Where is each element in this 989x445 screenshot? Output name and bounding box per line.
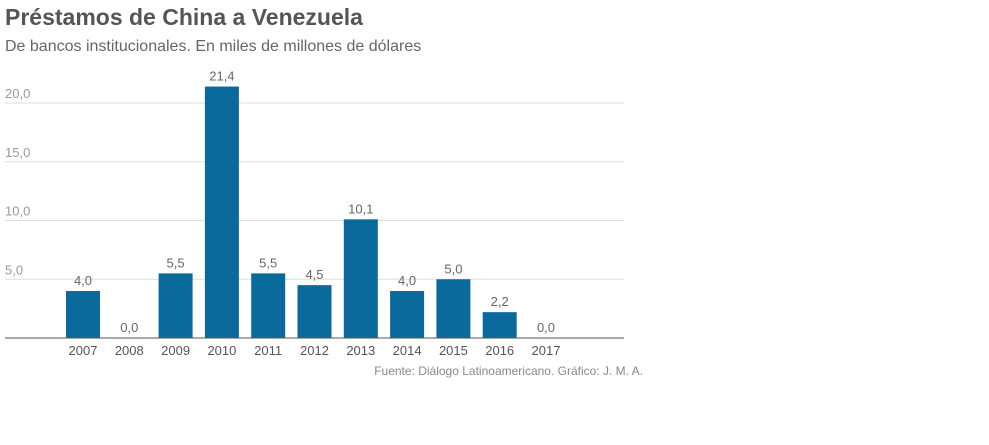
- bar-2011: [251, 273, 286, 338]
- x-tick-label: 2015: [439, 343, 468, 358]
- y-tick-label: 5,0: [5, 262, 23, 277]
- chart-title: Préstamos de China a Venezuela: [5, 4, 363, 30]
- bar-2014: [390, 291, 425, 338]
- bar-2010: [204, 86, 239, 338]
- x-tick-label: 2013: [346, 343, 375, 358]
- bar-2015: [436, 279, 471, 338]
- x-tick-label: 2009: [161, 343, 190, 358]
- data-label: 5,5: [259, 255, 277, 270]
- data-label: 21,4: [209, 69, 234, 84]
- x-tick-label: 2011: [254, 343, 282, 358]
- source-note: Fuente: Diálogo Latinoamericano. Gráfico…: [374, 364, 643, 378]
- data-label: 0,0: [537, 320, 555, 335]
- data-label: 4,0: [398, 273, 416, 288]
- x-tick-label: 2014: [393, 343, 422, 358]
- data-label: 2,2: [491, 294, 509, 309]
- chart-subtitle: De bancos institucionales. En miles de m…: [5, 38, 422, 55]
- data-label: 10,1: [348, 201, 373, 216]
- bar-2009: [158, 273, 193, 338]
- x-tick-label: 2008: [115, 343, 144, 358]
- x-tick-label: 2016: [485, 343, 514, 358]
- data-label: 0,0: [120, 320, 138, 335]
- y-tick-label: 10,0: [5, 204, 30, 219]
- x-tick-label: 2017: [532, 343, 561, 358]
- bar-2013: [343, 219, 378, 338]
- x-tick-label: 2010: [207, 343, 236, 358]
- x-tick-label: 2007: [69, 343, 98, 358]
- bar-2012: [297, 285, 332, 338]
- bar-2007: [66, 291, 100, 338]
- y-tick-label: 20,0: [5, 86, 30, 101]
- data-label: 5,0: [444, 261, 462, 276]
- x-tick-label: 2012: [300, 343, 329, 358]
- data-label: 4,0: [74, 273, 92, 288]
- bar-2016: [482, 312, 517, 338]
- data-label: 4,5: [305, 267, 323, 282]
- data-label: 5,5: [167, 255, 185, 270]
- y-tick-label: 15,0: [5, 145, 30, 160]
